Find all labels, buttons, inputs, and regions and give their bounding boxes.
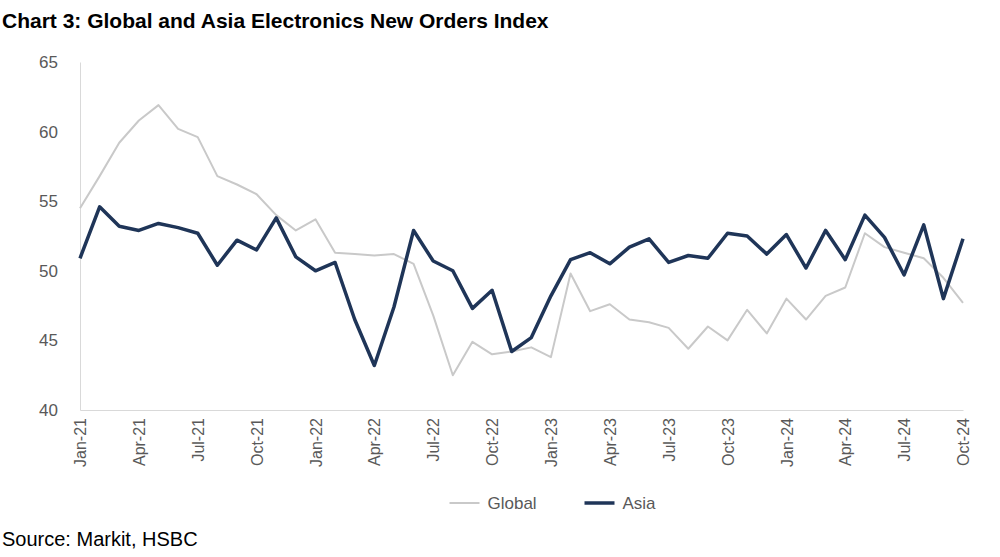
y-tick: 45 bbox=[39, 331, 80, 350]
y-tick-label: 50 bbox=[39, 262, 58, 281]
y-tick-label: 65 bbox=[39, 53, 58, 72]
y-tick: 60 bbox=[39, 123, 80, 142]
series-line bbox=[80, 105, 963, 375]
x-tick: Jan-21 bbox=[72, 410, 89, 467]
x-tick: Apr-23 bbox=[602, 410, 619, 466]
x-tick: Jan-24 bbox=[779, 410, 796, 467]
x-tick-label: Oct-22 bbox=[484, 418, 501, 466]
x-tick-label: Oct-21 bbox=[249, 418, 266, 466]
x-tick: Apr-21 bbox=[131, 410, 148, 466]
x-tick: Jan-22 bbox=[308, 410, 325, 467]
x-tick: Oct-23 bbox=[720, 410, 737, 466]
x-tick: Jul-23 bbox=[661, 410, 678, 462]
y-tick: 55 bbox=[39, 192, 80, 211]
y-tick-label: 55 bbox=[39, 192, 58, 211]
legend-swatch bbox=[450, 502, 480, 504]
legend-item: Asia bbox=[585, 494, 657, 513]
y-tick-label: 45 bbox=[39, 331, 58, 350]
x-tick: Oct-21 bbox=[249, 410, 266, 466]
x-tick-label: Jan-21 bbox=[72, 418, 89, 467]
x-tick: Oct-22 bbox=[484, 410, 501, 466]
y-tick-label: 60 bbox=[39, 123, 58, 142]
x-tick: Apr-24 bbox=[837, 410, 854, 466]
x-tick-label: Apr-24 bbox=[837, 418, 854, 466]
x-tick-label: Jul-21 bbox=[190, 418, 207, 462]
x-tick-label: Apr-22 bbox=[366, 418, 383, 466]
x-tick-label: Oct-23 bbox=[720, 418, 737, 466]
x-tick: Jan-23 bbox=[543, 410, 560, 467]
y-tick: 40 bbox=[39, 401, 80, 420]
y-tick: 50 bbox=[39, 262, 80, 281]
y-tick-label: 40 bbox=[39, 401, 58, 420]
y-axis-line bbox=[80, 63, 81, 411]
source: Source: Markit, HSBC bbox=[2, 528, 198, 550]
x-tick-label: Jul-23 bbox=[661, 418, 678, 462]
x-tick-label: Oct-24 bbox=[955, 418, 972, 466]
x-tick: Jul-22 bbox=[425, 410, 442, 462]
x-axis: Jan-21 Apr-21 Jul-21 Oct-21 Jan-22 Apr-22 Jul-… bbox=[72, 410, 972, 467]
title: Chart 3: Global and Asia Electronics New… bbox=[2, 9, 549, 32]
x-tick-label: Apr-23 bbox=[602, 418, 619, 466]
legend-label: Global bbox=[488, 494, 537, 513]
y-axis: 40 45 50 55 60 65 bbox=[39, 53, 80, 420]
x-axis-line bbox=[81, 410, 964, 411]
x-tick-label: Jan-22 bbox=[308, 418, 325, 467]
legend: Global Asia bbox=[450, 494, 657, 513]
y-tick: 65 bbox=[39, 53, 80, 72]
x-tick-label: Jan-24 bbox=[779, 418, 796, 467]
x-tick: Oct-24 bbox=[955, 410, 972, 466]
x-tick: Jul-24 bbox=[896, 410, 913, 462]
legend-swatch bbox=[585, 501, 615, 505]
x-tick-label: Apr-21 bbox=[131, 418, 148, 466]
lines bbox=[80, 105, 963, 375]
legend-item: Global bbox=[450, 494, 537, 513]
legend-label: Asia bbox=[623, 494, 657, 513]
x-tick-label: Jul-24 bbox=[896, 418, 913, 462]
series-line bbox=[80, 207, 963, 366]
x-tick: Apr-22 bbox=[366, 410, 383, 466]
x-tick-label: Jan-23 bbox=[543, 418, 560, 467]
x-tick: Jul-21 bbox=[190, 410, 207, 462]
chart: Chart 3: Global and Asia Electronics New… bbox=[0, 0, 1000, 557]
x-tick-label: Jul-22 bbox=[425, 418, 442, 462]
